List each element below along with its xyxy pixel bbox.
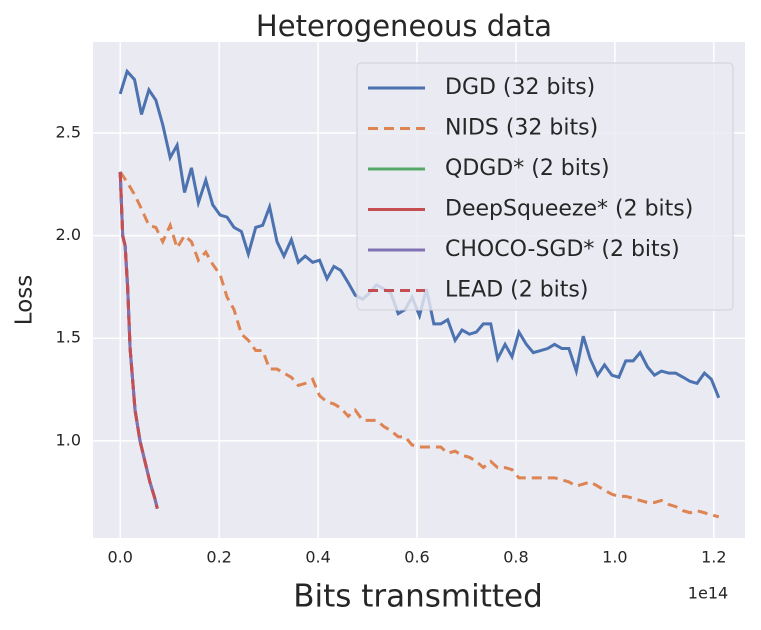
legend-label: DGD (32 bits)	[445, 75, 595, 100]
legend-label: LEAD (2 bits)	[445, 278, 588, 303]
x-axis-label: Bits transmitted	[293, 579, 543, 615]
x-tick-label: 1.2	[701, 548, 726, 567]
x-tick-label: 0.8	[503, 548, 528, 567]
legend-label: DeepSqueeze* (2 bits)	[445, 197, 693, 222]
x-tick-label: 1.0	[602, 548, 627, 567]
x-tick-label: 0.2	[206, 548, 231, 567]
y-tick-label: 1.5	[56, 328, 81, 347]
x-tick-label: 0.6	[404, 548, 429, 567]
series-line	[118, 68, 721, 399]
x-offset-label: 1e14	[688, 584, 728, 603]
legend-label: NIDS (32 bits)	[445, 116, 598, 141]
legend-box	[356, 62, 734, 311]
y-tick-label: 2.5	[56, 122, 81, 141]
legend-label: QDGD* (2 bits)	[445, 156, 610, 181]
y-axis-label: Loss	[12, 275, 38, 325]
y-tick-label: 2.0	[56, 225, 81, 244]
legend-label: CHOCO-SGD* (2 bits)	[445, 237, 680, 262]
series-line	[118, 171, 159, 509]
x-tick-label: 0.4	[305, 548, 330, 567]
x-tick-label: 0.0	[107, 548, 132, 567]
chart-title: Heterogeneous data	[256, 9, 552, 43]
y-tick-label: 1.0	[56, 430, 81, 449]
legend: DGD (32 bits) NIDS (32 bits) QDGD* (2 bits…	[356, 62, 734, 311]
